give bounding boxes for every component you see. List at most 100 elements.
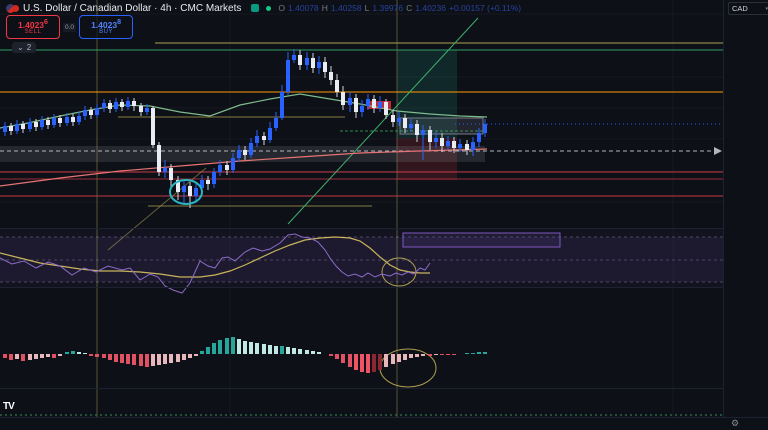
candle	[292, 55, 296, 60]
candle	[311, 58, 315, 68]
candle	[428, 130, 432, 142]
candle	[268, 128, 272, 140]
candle	[274, 118, 278, 128]
candle	[182, 186, 186, 192]
candle	[372, 99, 376, 108]
candle	[58, 118, 62, 123]
price-axis[interactable]	[723, 0, 768, 417]
candle	[120, 102, 124, 107]
candle	[477, 133, 481, 142]
candle	[280, 92, 284, 118]
ellipse-drawing[interactable]	[379, 348, 437, 388]
candle	[452, 141, 456, 148]
symbol-legend[interactable]: U.S. Dollar / Canadian Dollar · 4h · CMC…	[6, 2, 521, 14]
candle	[243, 150, 247, 155]
candle	[52, 118, 56, 125]
candle	[458, 144, 462, 148]
candle	[335, 80, 339, 92]
candle	[15, 124, 19, 131]
candle	[360, 106, 364, 112]
candles-style-icon	[251, 4, 260, 12]
change-value: +0.00157 (+0.11%)	[448, 3, 522, 13]
candle	[151, 108, 155, 145]
candle	[145, 108, 149, 112]
candle	[348, 98, 352, 105]
candle	[421, 130, 425, 135]
fast-ma-line	[0, 93, 488, 129]
chevron-down-icon: ⌄	[17, 43, 24, 52]
hidden-indicators-pill[interactable]: ⌄ 2	[12, 42, 37, 53]
rsi-line	[0, 233, 431, 294]
tradingview-logo[interactable]: TV	[3, 401, 15, 412]
candle	[212, 172, 216, 184]
candle	[169, 168, 173, 180]
candle	[65, 117, 69, 123]
candle	[139, 106, 143, 112]
candle	[446, 141, 450, 146]
time-axis[interactable]	[0, 417, 768, 430]
candle	[471, 142, 475, 150]
trade-panel: 1.40236 SELL 0.0 1.40238 BUY	[6, 15, 134, 39]
ohlc-values: O 1.40078 H 1.40258 L 1.39976 C 1.40236 +0.0…	[278, 3, 522, 13]
candle	[95, 108, 99, 115]
candle	[108, 103, 112, 109]
candle	[77, 116, 81, 122]
candle	[409, 124, 413, 128]
pane-separator[interactable]	[0, 388, 768, 389]
candle	[83, 110, 87, 116]
sell-button[interactable]: 1.40236 SELL	[6, 15, 60, 39]
market-open-dot-icon	[266, 5, 272, 11]
candle	[114, 102, 118, 109]
candle	[378, 102, 382, 108]
symbol-title[interactable]: U.S. Dollar / Canadian Dollar · 4h · CMC…	[23, 2, 242, 14]
candle	[237, 150, 241, 158]
candle	[262, 136, 266, 140]
candle	[132, 101, 136, 106]
candle	[329, 72, 333, 80]
candle	[231, 158, 235, 170]
candle	[403, 118, 407, 128]
pane-separator[interactable]	[0, 228, 768, 229]
candle	[71, 117, 75, 122]
caret-down-icon: ▾	[765, 5, 768, 12]
candle	[102, 103, 106, 108]
drawing-box[interactable]	[402, 232, 561, 248]
candle	[391, 115, 395, 122]
settings-gear-icon[interactable]: ⚙	[731, 418, 740, 428]
candle	[176, 180, 180, 192]
session-strip	[0, 414, 723, 416]
drawing-box[interactable]	[0, 146, 485, 162]
trend-line[interactable]	[107, 167, 207, 251]
candle	[440, 138, 444, 146]
pane-separator[interactable]	[0, 287, 768, 288]
candle	[46, 120, 50, 125]
candle	[366, 99, 370, 106]
spread-value: 0.0	[63, 22, 77, 32]
candle	[89, 110, 93, 115]
candle	[225, 165, 229, 170]
trend-line[interactable]	[287, 17, 479, 225]
candle	[34, 122, 38, 127]
candle	[397, 118, 401, 122]
currency-selector[interactable]: CAD ▾	[728, 2, 768, 15]
candle	[323, 62, 327, 72]
candle	[298, 55, 302, 65]
buy-button[interactable]: 1.40238 BUY	[79, 15, 134, 39]
candle	[341, 92, 345, 105]
slow-ma-line	[0, 148, 488, 187]
candle	[40, 120, 44, 127]
candle	[305, 58, 309, 65]
rsi-ma-line	[0, 236, 430, 278]
candle	[206, 180, 210, 184]
candle	[384, 102, 388, 115]
ellipse-drawing[interactable]	[169, 179, 203, 205]
candle	[465, 144, 469, 150]
candle	[483, 124, 487, 133]
candle	[157, 145, 161, 172]
candle	[218, 165, 222, 172]
candle	[415, 124, 419, 135]
candle	[9, 126, 13, 131]
candle	[200, 180, 204, 188]
